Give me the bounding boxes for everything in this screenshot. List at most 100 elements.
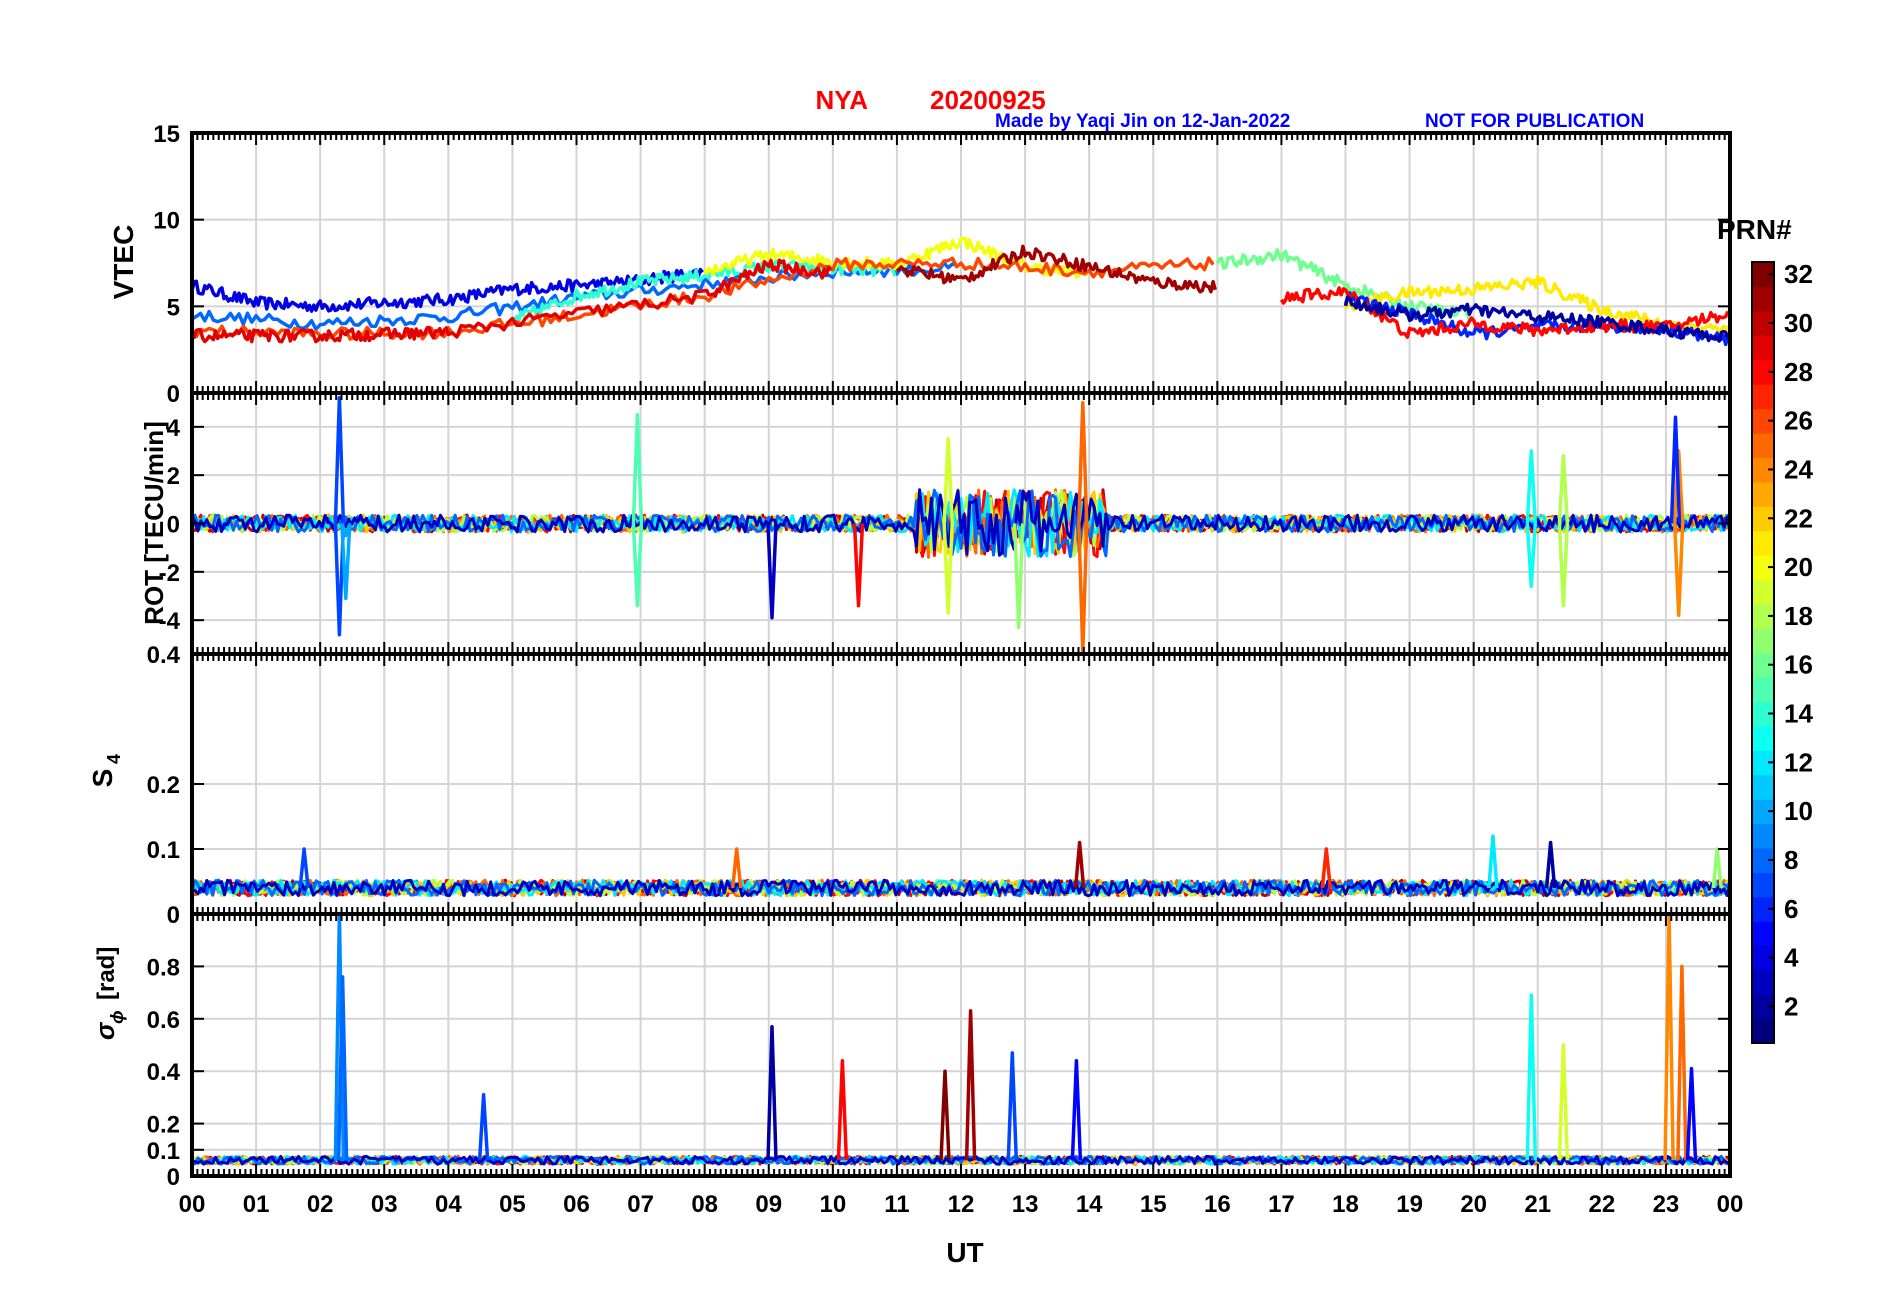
s4-panel: 0 0.1 0.2 0.4 [147, 642, 1732, 929]
vtec-series-prn-29 [192, 258, 833, 344]
s4-trace-prn-3 [192, 878, 1730, 898]
sigma_phi-spike-prn-31 [964, 1009, 977, 1161]
s4-spike-prn-31 [1073, 840, 1086, 889]
colorbar-swatch-prn-28 [1752, 359, 1774, 385]
x-axis-label: UT [946, 1237, 983, 1268]
colorbar-swatch-prn-6 [1752, 896, 1774, 922]
rot-trace-prn-3 [192, 488, 1730, 557]
vtec-series-prn-20 [703, 236, 1089, 279]
s4-spike-prn-25 [730, 847, 743, 889]
s4-spike-prn-17 [1711, 847, 1723, 889]
colorbar-tick-label: 6 [1784, 894, 1798, 924]
y-tick-label: 0 [167, 1164, 180, 1191]
colorbar-swatch-prn-14 [1752, 701, 1774, 727]
rot-spike-prn-3 [766, 523, 778, 620]
colorbar-swatch-prn-11 [1752, 774, 1774, 800]
svg-text:4: 4 [104, 754, 124, 764]
colorbar-swatch-prn-32 [1752, 262, 1774, 288]
colorbar-swatch-prn-17 [1752, 628, 1774, 654]
sigma_phi-spike-prn-5 [1070, 1058, 1083, 1161]
y-tick-label: 0 [167, 512, 180, 539]
colorbar-frame [1751, 261, 1775, 1044]
colorbar-swatch-prn-5 [1752, 920, 1774, 947]
rot-spike-prn-18 [1557, 454, 1570, 524]
colorbar-swatch-prn-9 [1752, 823, 1774, 849]
sigma_phi-data [192, 914, 1730, 1166]
colorbar-swatch-prn-22 [1752, 506, 1774, 532]
y-tick-label: 15 [153, 121, 180, 148]
colorbar-swatch-prn-24 [1752, 457, 1774, 483]
colorbar-swatch-prn-1 [1752, 1018, 1774, 1044]
s4-ylabel: S 4 [87, 754, 124, 787]
x-tick-label: 01 [243, 1191, 270, 1218]
s4-data [192, 834, 1730, 898]
y-tick-label: 0.1 [147, 1138, 180, 1165]
colorbar-tick-label: 32 [1784, 259, 1813, 289]
colorbar-swatch-prn-30 [1752, 310, 1774, 337]
colorbar-swatch-prn-31 [1752, 286, 1774, 312]
colorbar-tick-label: 24 [1784, 454, 1813, 484]
rot-spike-prn-19 [942, 437, 954, 524]
colorbar-tick-label: 18 [1784, 601, 1813, 631]
svg-text:S: S [87, 769, 118, 788]
colorbar-tick-label: 14 [1784, 699, 1813, 729]
colorbar-tick-label: 2 [1784, 991, 1798, 1021]
rot-spike-prn-7 [333, 396, 346, 524]
sigma_phi-spike-prn-13 [1525, 993, 1538, 1161]
y-tick-label: 0.2 [147, 772, 180, 799]
sigma_phi-spike-prn-25 [1676, 964, 1688, 1161]
x-tick-label: 18 [1332, 1191, 1359, 1218]
rot-spike-prn-13 [1525, 523, 1538, 589]
s4-spike-prn-12 [1487, 834, 1499, 889]
rot-panel: -4 -2 0 2 4 [159, 391, 1732, 656]
colorbar-swatch-prn-16 [1752, 652, 1774, 678]
colorbar-tick-label: 20 [1784, 552, 1813, 582]
y-tick-label: 0.2 [147, 1112, 180, 1139]
colorbar-tick-label: 26 [1784, 406, 1813, 436]
x-tick-label: 14 [1076, 1191, 1103, 1218]
x-tick-label: 05 [499, 1191, 526, 1218]
x-tick-label: 22 [1588, 1191, 1615, 1218]
x-tick-label: 02 [307, 1191, 334, 1218]
svg-text:[rad]: [rad] [93, 947, 120, 1000]
rot-spike-prn-15 [631, 413, 644, 524]
title-station: NYA [815, 85, 868, 115]
rot-spike-prn-15 [631, 523, 644, 608]
colorbar-swatch-prn-13 [1752, 725, 1774, 751]
y-tick-label: 0.4 [147, 642, 181, 669]
rot-spike-prn-6 [1669, 415, 1682, 524]
y-tick-label: 0 [167, 381, 180, 408]
rot-spike-prn-10 [340, 523, 352, 601]
colorbar-swatch-prn-21 [1752, 530, 1774, 556]
svg-text:ϕ: ϕ [107, 1010, 127, 1024]
rot-spike-prn-25 [1077, 523, 1089, 654]
x-tick-label: 12 [948, 1191, 975, 1218]
colorbar-swatch-prn-27 [1752, 384, 1774, 410]
colorbar-swatch-prn-18 [1752, 603, 1774, 629]
s4-spike-prn-27 [1320, 847, 1333, 889]
vtec-data [192, 236, 1730, 347]
x-tick-label: 07 [627, 1191, 654, 1218]
sigma_phi-spike-prn-7 [477, 1093, 490, 1161]
x-tick-label: 09 [755, 1191, 782, 1218]
x-tick-label: 11 [884, 1191, 909, 1218]
y-tick-label: 0.6 [147, 1007, 180, 1034]
colorbar-swatch-prn-4 [1752, 945, 1774, 971]
sigma-phi-ylabel: σ ϕ [rad] [90, 947, 127, 1040]
colorbar-swatch-prn-12 [1752, 750, 1774, 776]
colorbar-swatch-prn-29 [1752, 335, 1774, 361]
rot-spike-prn-17 [1012, 523, 1025, 630]
x-tick-label: 19 [1396, 1191, 1423, 1218]
sigma_phi-spike-prn-28 [836, 1058, 849, 1161]
colorbar-tick-label: 4 [1784, 943, 1799, 973]
sigma_phi-spike-prn-32 [939, 1069, 951, 1161]
colorbar-swatch-prn-10 [1752, 798, 1774, 825]
vtec-series-prn-26 [192, 256, 1215, 341]
made-by-note: Made by Yaqi Jin on 12-Jan-2022 [995, 111, 1290, 132]
rot-spike-prn-24 [1672, 523, 1685, 618]
rot-ylabel: ROT [TECU/min] [139, 421, 169, 625]
colorbar-swatch-prn-26 [1752, 408, 1774, 434]
colorbar-swatch-prn-2 [1752, 994, 1774, 1020]
